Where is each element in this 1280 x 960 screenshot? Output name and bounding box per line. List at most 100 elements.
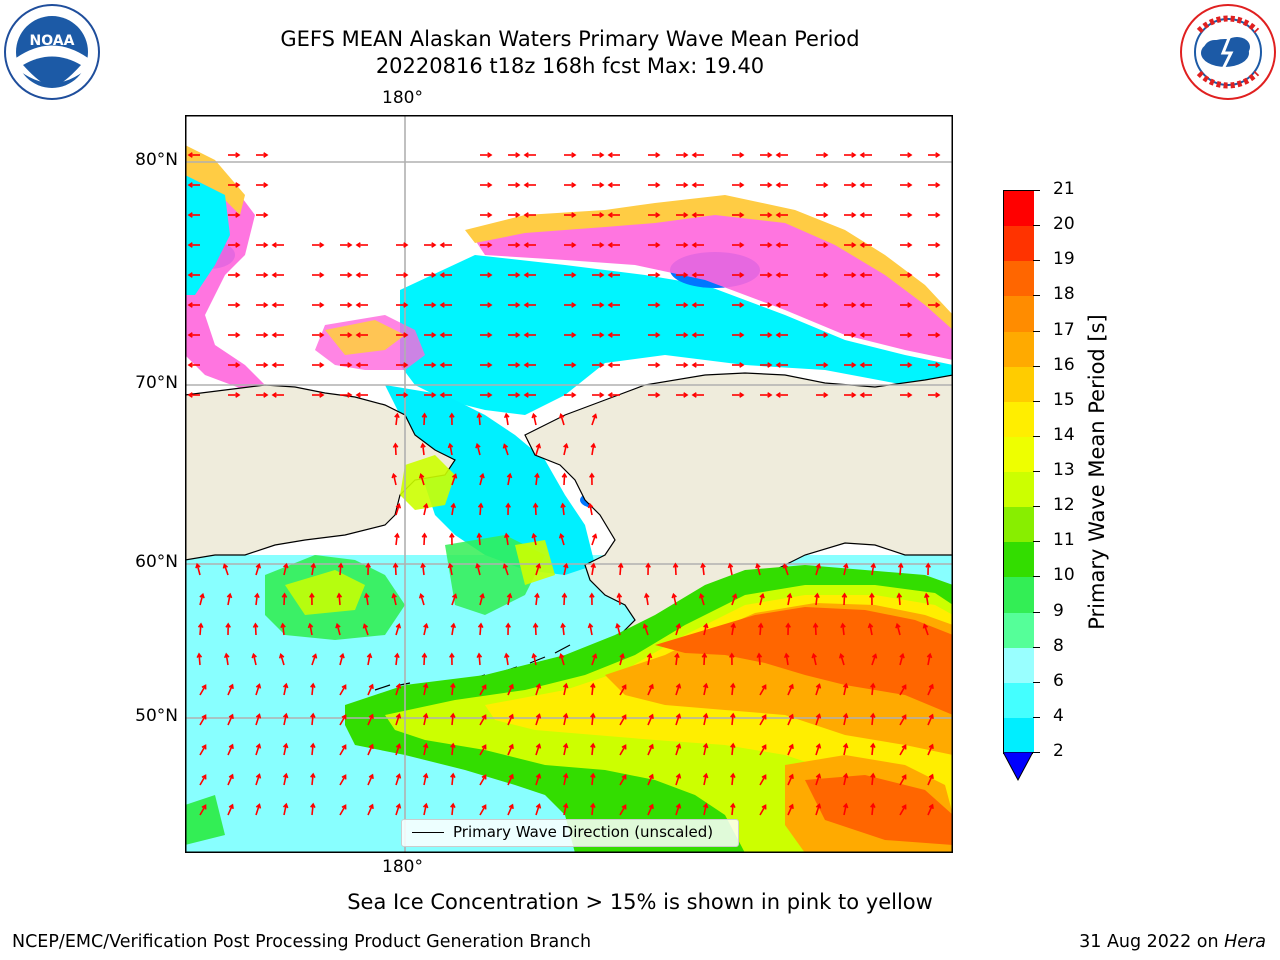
- wave-arrow: [619, 685, 627, 696]
- wave-arrow-head: [515, 242, 521, 248]
- wave-arrow: [451, 743, 454, 756]
- wave-arrow-head: [767, 392, 773, 398]
- wave-arrow-head: [487, 332, 493, 338]
- wave-arrow-head: [648, 803, 654, 810]
- colorbar-tick-label: 15: [1053, 389, 1075, 410]
- wave-arrow-head: [648, 743, 654, 750]
- wave-arrow-head: [341, 684, 347, 690]
- wave-arrow-head: [395, 683, 402, 689]
- wave-arrow-head: [337, 562, 344, 568]
- wave-arrow-head: [767, 332, 773, 338]
- wave-arrow: [479, 745, 487, 756]
- wave-arrow-head: [421, 652, 428, 658]
- wave-arrow-head: [775, 212, 781, 218]
- wave-arrow-head: [730, 682, 736, 688]
- footer-date: 31 Aug 2022 on Hera: [1079, 932, 1266, 952]
- wave-arrow-head: [235, 302, 241, 308]
- wave-arrow-head: [503, 652, 510, 659]
- wave-period-map: [185, 115, 953, 853]
- wave-arrow-head: [395, 713, 402, 719]
- wave-arrow-head: [691, 272, 697, 278]
- wave-arrow-head: [481, 714, 487, 720]
- wave-arrow-head: [590, 562, 597, 569]
- wave-arrow-head: [502, 443, 509, 449]
- wave-arrow-head: [347, 272, 353, 278]
- wave-arrow-head: [197, 622, 204, 628]
- colorbar-tick: [1033, 611, 1040, 613]
- wave-arrow: [843, 744, 848, 756]
- wave-arrow-head: [925, 562, 931, 568]
- wave-arrow-head: [730, 622, 737, 629]
- wave-arrow-head: [823, 152, 829, 158]
- wave-arrow: [280, 654, 285, 666]
- wave-arrow-head: [729, 652, 735, 658]
- wave-arrow-head: [487, 272, 493, 278]
- wave-arrow-head: [590, 712, 596, 718]
- wave-arrow-head: [815, 803, 822, 809]
- wave-arrow: [647, 654, 651, 666]
- wave-arrow-head: [683, 182, 689, 188]
- wave-arrow-head: [815, 713, 822, 719]
- wave-arrow-head: [823, 332, 829, 338]
- wave-arrow-head: [222, 563, 229, 569]
- wave-arrow: [395, 413, 399, 426]
- wave-arrow-head: [775, 272, 781, 278]
- wave-arrow-head: [515, 272, 521, 278]
- wave-arrow: [198, 653, 201, 666]
- wave-arrow-head: [450, 682, 456, 688]
- wave-arrow-head: [562, 712, 569, 719]
- colorbar-tick-label: 11: [1053, 530, 1075, 551]
- wave-arrow-head: [928, 773, 934, 780]
- lon-label-top: 180°: [382, 88, 423, 108]
- lat-label-50: 50°N: [135, 706, 178, 726]
- wave-arrow: [787, 744, 794, 756]
- wave-arrow: [395, 684, 401, 696]
- wave-arrow: [392, 594, 397, 606]
- wave-arrow-head: [263, 152, 269, 158]
- wave-arrow-head: [235, 182, 241, 188]
- wave-arrow-head: [599, 152, 605, 158]
- wave-arrow-head: [691, 362, 697, 368]
- wave-arrow: [535, 714, 541, 726]
- colorbar-tick: [1033, 435, 1040, 437]
- wave-arrow: [367, 714, 374, 726]
- wave-arrow-head: [263, 302, 269, 308]
- wave-arrow: [591, 654, 597, 666]
- wave-arrow: [647, 684, 654, 696]
- wave-arrow: [311, 713, 314, 726]
- wave-arrow: [703, 804, 708, 816]
- wave-arrow: [927, 684, 934, 696]
- wave-arrow-head: [621, 744, 627, 750]
- wave-arrow-head: [508, 683, 514, 690]
- wave-arrow-head: [655, 182, 661, 188]
- wave-arrow-head: [935, 392, 941, 398]
- wave-arrow-head: [851, 392, 857, 398]
- wave-arrow: [363, 624, 369, 636]
- noaa-logo: NOAA: [3, 3, 101, 101]
- wave-arrow-head: [394, 532, 400, 539]
- wave-arrow-head: [395, 623, 402, 629]
- wave-arrow: [591, 773, 594, 786]
- wave-arrow-head: [395, 743, 402, 749]
- wave-arrow: [563, 564, 568, 576]
- wave-arrow-head: [648, 713, 654, 720]
- wave-arrow: [589, 504, 593, 516]
- colorbar-tick-label: 20: [1053, 214, 1075, 235]
- colorbar-tick-label: 21: [1053, 179, 1075, 199]
- wave-arrow-head: [368, 683, 374, 690]
- wave-arrow: [759, 594, 764, 606]
- wave-arrow: [843, 774, 848, 786]
- period-field-red: [655, 607, 953, 715]
- colorbar-segment: [1004, 612, 1034, 648]
- wave-arrow: [255, 593, 259, 606]
- wave-arrow-head: [587, 502, 594, 509]
- map-panel: Primary Wave Direction (unscaled): [185, 115, 953, 853]
- wave-arrow-head: [870, 682, 876, 688]
- wave-arrow-head: [782, 563, 789, 569]
- wave-arrow-head: [228, 713, 234, 720]
- wave-arrow-head: [617, 562, 624, 568]
- wave-arrow-head: [487, 302, 493, 308]
- colorbar-under-arrow: [1003, 752, 1033, 782]
- wave-arrow: [787, 774, 794, 786]
- wave-arrow: [535, 774, 541, 786]
